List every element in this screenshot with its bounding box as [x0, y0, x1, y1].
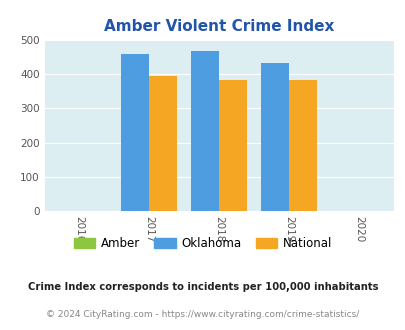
Bar [260, 63, 288, 211]
Text: © 2024 CityRating.com - https://www.cityrating.com/crime-statistics/: © 2024 CityRating.com - https://www.city… [46, 310, 359, 319]
Legend: Amber, Oklahoma, National: Amber, Oklahoma, National [69, 232, 336, 255]
Text: Crime Index corresponds to incidents per 100,000 inhabitants: Crime Index corresponds to incidents per… [28, 282, 377, 292]
Bar [149, 76, 177, 211]
Bar [219, 80, 247, 211]
Bar [288, 80, 316, 211]
Title: Amber Violent Crime Index: Amber Violent Crime Index [104, 19, 334, 34]
Bar [121, 54, 149, 211]
Bar [191, 51, 219, 211]
